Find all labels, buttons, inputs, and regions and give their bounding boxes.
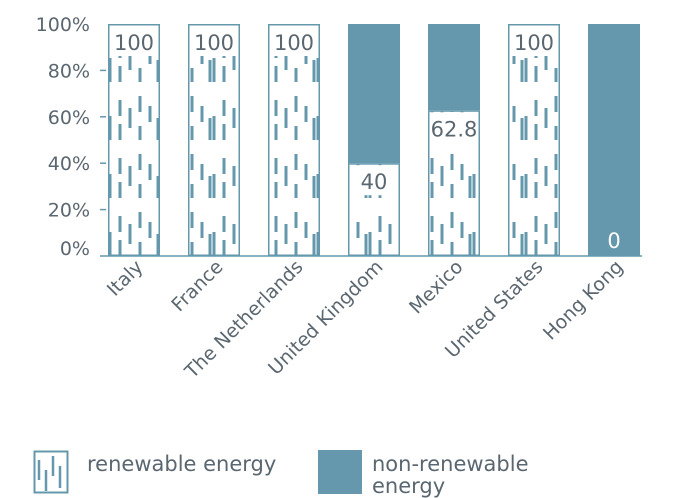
data-label: 40 bbox=[361, 170, 388, 194]
bar-non-renewable bbox=[588, 24, 640, 256]
y-axis: 0% 20% 40% 60% 80% 100% bbox=[36, 14, 106, 260]
bar-non-renewable bbox=[428, 24, 480, 111]
data-label: 100 bbox=[514, 31, 554, 55]
x-tick-label: Italy bbox=[103, 256, 148, 301]
bar-renewable bbox=[108, 24, 160, 256]
data-label-background bbox=[109, 26, 159, 56]
bar-renewable bbox=[188, 24, 240, 256]
legend-label-renewable: renewable energy bbox=[87, 452, 277, 476]
y-tick-label: 100% bbox=[36, 14, 90, 36]
legend-swatch-renewable bbox=[33, 450, 69, 494]
legend: renewable energy non-renewable energy bbox=[0, 450, 678, 498]
data-label: 0 bbox=[607, 229, 620, 253]
x-tick-label: France bbox=[167, 256, 227, 316]
data-label-background bbox=[429, 112, 479, 143]
data-label: 100 bbox=[194, 31, 234, 55]
y-tick-label: 60% bbox=[48, 107, 90, 129]
legend-swatch-non-renewable bbox=[318, 450, 362, 494]
data-label: 62.8 bbox=[431, 117, 478, 141]
y-tick-label: 80% bbox=[48, 60, 90, 82]
data-label: 100 bbox=[274, 31, 314, 55]
bars bbox=[100, 24, 642, 257]
x-tick-label: Mexico bbox=[405, 256, 467, 318]
legend-label-non-renewable: non-renewable energy bbox=[372, 452, 529, 498]
bar-renewable bbox=[508, 24, 560, 256]
data-label-background bbox=[189, 26, 239, 56]
bar-renewable bbox=[268, 24, 320, 256]
chart-canvas: 0% 20% 40% 60% 80% 100% 100 100 100 40 62.8 100 0 I… bbox=[36, 14, 642, 383]
data-label-background bbox=[509, 26, 559, 56]
y-tick-label: 0% bbox=[60, 238, 90, 260]
data-labels: 100 100 100 40 62.8 100 0 bbox=[109, 26, 621, 253]
y-tick-label: 40% bbox=[48, 153, 90, 175]
x-tick-label: Hong Kong bbox=[539, 256, 628, 345]
bar-non-renewable bbox=[348, 24, 400, 164]
data-label: 100 bbox=[114, 31, 154, 55]
y-tick-label: 20% bbox=[48, 200, 90, 222]
data-label-background bbox=[349, 165, 399, 196]
data-label-background bbox=[269, 26, 319, 56]
